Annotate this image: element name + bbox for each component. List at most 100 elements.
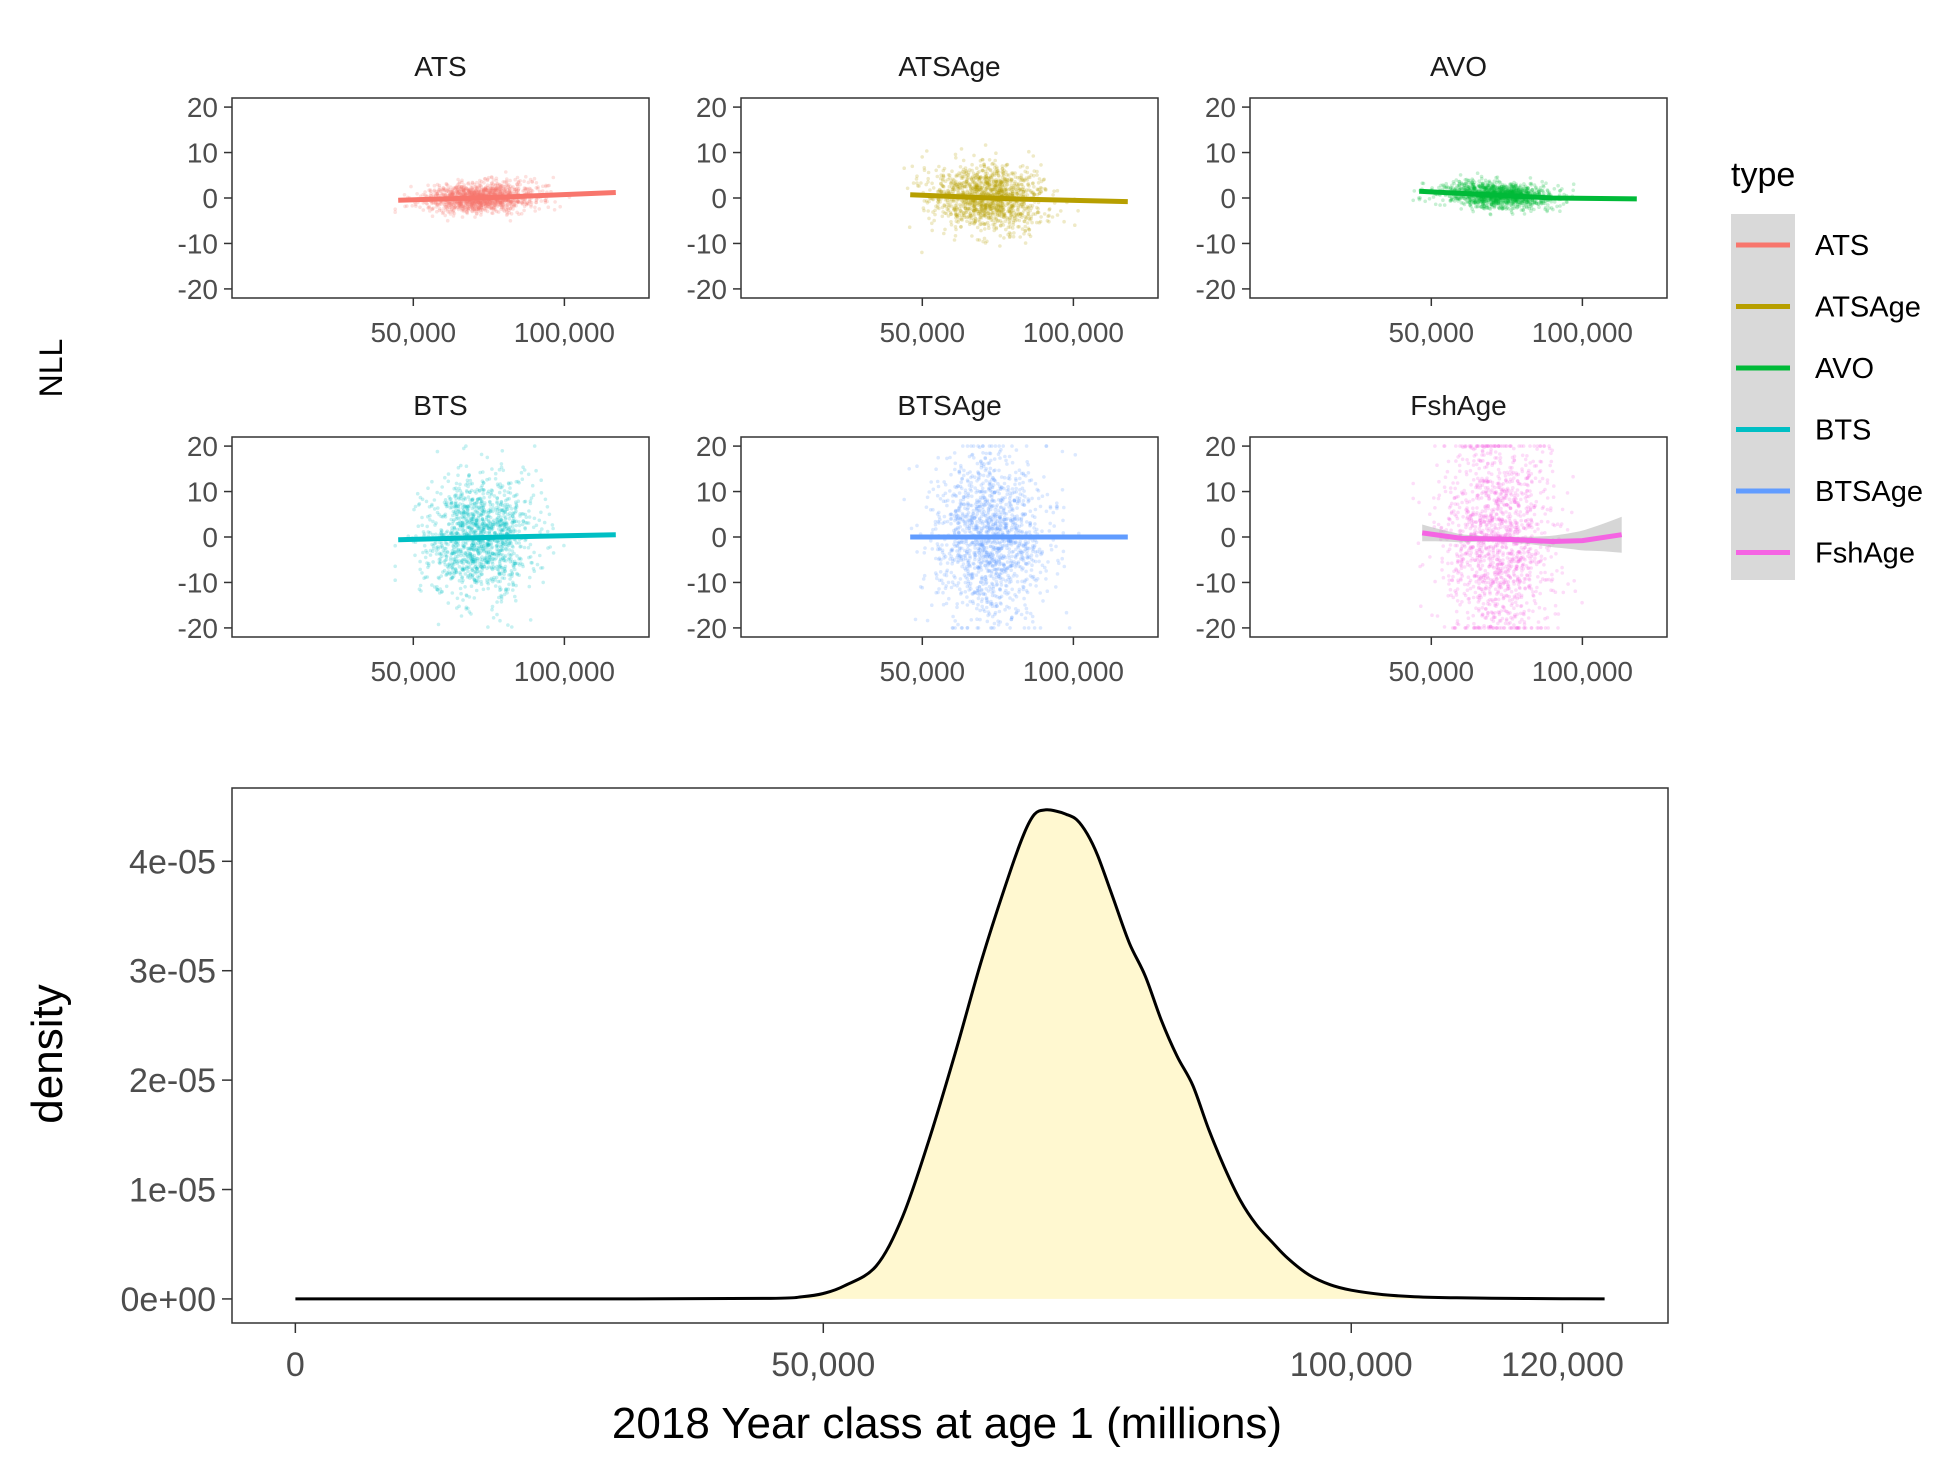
- data-point: [476, 199, 481, 204]
- data-point: [446, 202, 450, 206]
- data-point: [1495, 178, 1500, 183]
- data-point: [1540, 179, 1544, 184]
- data-point: [477, 200, 481, 205]
- data-point: [1537, 205, 1541, 209]
- data-point: [470, 186, 475, 190]
- data-point: [955, 185, 959, 190]
- data-point: [503, 185, 508, 189]
- data-point: [1558, 209, 1562, 213]
- data-point: [517, 212, 521, 216]
- data-point: [510, 199, 514, 203]
- facet-strip-label: BTS: [413, 390, 467, 421]
- data-point: [955, 207, 960, 212]
- data-point: [991, 179, 995, 183]
- data-point: [413, 504, 418, 509]
- data-point: [514, 523, 518, 528]
- data-point: [490, 186, 495, 191]
- data-point: [460, 201, 464, 205]
- data-point: [506, 199, 511, 203]
- data-point: [508, 191, 512, 196]
- data-point: [434, 193, 438, 198]
- data-point: [952, 178, 956, 182]
- data-point: [1544, 181, 1548, 185]
- data-point: [998, 207, 1002, 212]
- data-point: [473, 215, 477, 219]
- data-point: [470, 203, 474, 208]
- data-point: [465, 210, 469, 214]
- data-point: [1561, 202, 1566, 206]
- data-point: [988, 168, 992, 172]
- data-point: [488, 500, 492, 505]
- data-point: [1043, 186, 1047, 191]
- data-point: [1042, 212, 1047, 216]
- data-point: [534, 198, 539, 202]
- data-point: [489, 202, 494, 206]
- data-point: [1016, 175, 1020, 180]
- data-point: [471, 189, 476, 193]
- data-point: [519, 211, 524, 216]
- data-point: [449, 191, 453, 196]
- data-point: [1411, 198, 1415, 203]
- x-tick-label: 50,000: [879, 317, 965, 348]
- data-point: [930, 228, 934, 233]
- data-point: [444, 205, 448, 209]
- data-point: [469, 192, 474, 197]
- data-point: [434, 205, 439, 209]
- y-tick-label: 0: [711, 183, 727, 214]
- data-point: [487, 202, 492, 207]
- data-point: [455, 201, 460, 205]
- data-point: [462, 187, 466, 191]
- data-point: [432, 189, 436, 193]
- data-point: [1522, 182, 1526, 186]
- data-point: [486, 204, 490, 208]
- data-point: [947, 184, 952, 189]
- data-point: [471, 207, 476, 211]
- data-point: [1010, 226, 1015, 230]
- data-point: [1417, 196, 1421, 200]
- data-point: [1014, 211, 1018, 216]
- data-point: [482, 177, 487, 181]
- x-tick-label: 100,000: [514, 317, 615, 348]
- data-point: [499, 201, 503, 206]
- data-point: [489, 181, 494, 186]
- data-point: [493, 183, 498, 187]
- data-point: [480, 203, 485, 207]
- data-point: [949, 223, 954, 227]
- data-point: [469, 183, 473, 187]
- data-point: [1000, 220, 1004, 225]
- data-point: [1471, 209, 1475, 214]
- data-point: [928, 188, 932, 192]
- data-point: [502, 203, 506, 207]
- data-point: [1534, 199, 1539, 204]
- data-point: [499, 189, 504, 193]
- data-point: [487, 190, 492, 195]
- data-point: [470, 209, 475, 214]
- data-point: [508, 187, 512, 192]
- data-point: [902, 166, 906, 170]
- data-point: [409, 184, 413, 189]
- data-point: [1475, 171, 1480, 175]
- data-point: [470, 201, 475, 205]
- data-point: [985, 176, 990, 180]
- data-point: [1470, 180, 1474, 185]
- data-point: [418, 559, 422, 564]
- data-point: [1472, 198, 1476, 202]
- data-point: [508, 190, 513, 195]
- data-point: [1000, 189, 1005, 194]
- data-point: [1030, 220, 1034, 225]
- data-point: [497, 186, 502, 190]
- data-point: [476, 207, 481, 212]
- data-point: [457, 200, 462, 204]
- data-point: [455, 187, 460, 192]
- data-point: [479, 201, 483, 205]
- data-point: [1461, 201, 1465, 205]
- data-point: [478, 207, 483, 212]
- data-point: [941, 174, 946, 178]
- data-point: [450, 591, 455, 595]
- data-point: [948, 190, 952, 194]
- x-tick-label: 50,000: [370, 317, 456, 348]
- data-point: [465, 211, 470, 216]
- data-point: [1032, 185, 1036, 189]
- data-point: [527, 509, 531, 513]
- data-point: [493, 200, 498, 204]
